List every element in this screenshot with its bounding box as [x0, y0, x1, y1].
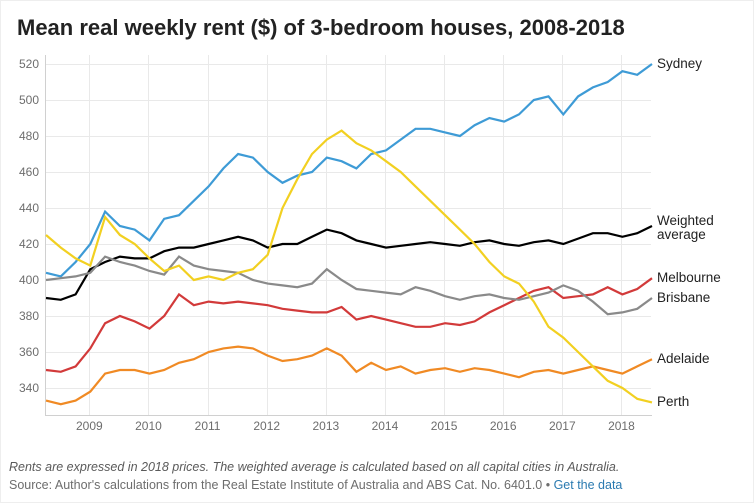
xtick-label: 2013 [312, 419, 339, 433]
chart-notes: Rents are expressed in 2018 prices. The … [9, 458, 622, 494]
series-labels: Sydney Weightedaverage Melbourne Brisbane Ad… [653, 55, 753, 415]
xtick-label: 2012 [253, 419, 280, 433]
ytick-label: 340 [1, 381, 45, 395]
note-sep: • [542, 478, 553, 492]
series-melbourne [46, 278, 652, 372]
ytick-label: 520 [1, 57, 45, 71]
xtick-label: 2011 [195, 419, 221, 433]
chart-title: Mean real weekly rent ($) of 3-bedroom h… [1, 1, 753, 47]
xtick-label: 2018 [608, 419, 635, 433]
chart-container: Mean real weekly rent ($) of 3-bedroom h… [0, 0, 754, 503]
ytick-label: 380 [1, 309, 45, 323]
ytick-label: 500 [1, 93, 45, 107]
label-sydney: Sydney [657, 57, 702, 71]
ytick-label: 460 [1, 165, 45, 179]
ytick-label: 400 [1, 273, 45, 287]
note-italic: Rents are expressed in 2018 prices. The … [9, 458, 622, 476]
label-adelaide: Adelaide [657, 352, 710, 366]
label-perth: Perth [657, 395, 689, 409]
xtick-label: 2010 [135, 419, 162, 433]
note-source: Source: Author's calculations from the R… [9, 476, 622, 494]
ytick-label: 420 [1, 237, 45, 251]
label-brisbane: Brisbane [657, 291, 710, 305]
xtick-label: 2009 [76, 419, 103, 433]
plot-area [45, 55, 652, 416]
get-data-link[interactable]: Get the data [554, 478, 623, 492]
series-brisbane [46, 257, 652, 315]
line-chart-svg [46, 55, 652, 415]
ytick-label: 440 [1, 201, 45, 215]
note-source-text: Source: Author's calculations from the R… [9, 478, 542, 492]
xtick-label: 2017 [549, 419, 576, 433]
label-melbourne: Melbourne [657, 271, 721, 285]
series-weighted [46, 226, 652, 300]
xtick-label: 2015 [431, 419, 458, 433]
xtick-label: 2016 [490, 419, 517, 433]
series-adelaide [46, 347, 652, 405]
ytick-label: 480 [1, 129, 45, 143]
xtick-label: 2014 [372, 419, 399, 433]
ytick-label: 360 [1, 345, 45, 359]
label-weighted: Weightedaverage [657, 214, 714, 242]
